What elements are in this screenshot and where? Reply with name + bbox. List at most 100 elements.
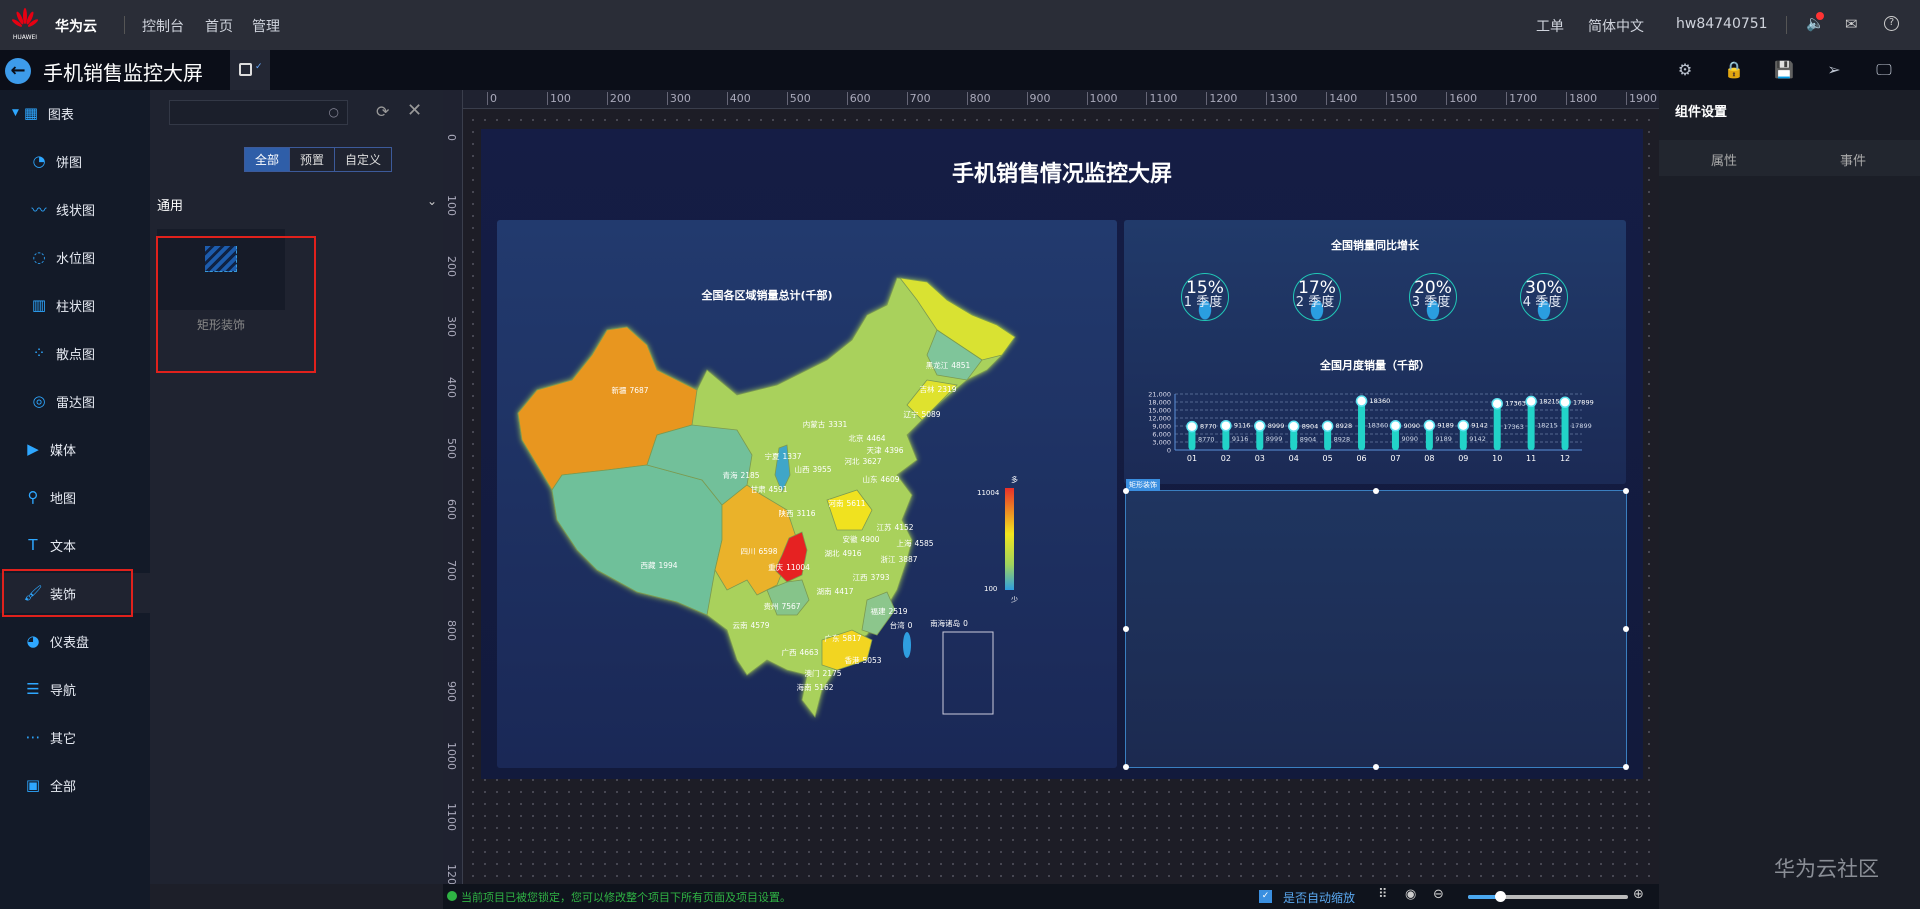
china-map[interactable]: 新疆 7687 西藏 1994 青海 2185 甘肃 4591 宁夏 1337 内蒙古 3331 黑龙江… [497, 220, 1117, 768]
sidebar-item-5[interactable]: ⁘ 散点图 [0, 333, 150, 373]
component-card-rect-decoration[interactable]: 矩形装饰 [157, 229, 285, 349]
map-region-guizhou[interactable] [766, 579, 810, 616]
tab-all[interactable]: 全部 [245, 148, 290, 171]
language-select[interactable]: 简体中文 [1588, 19, 1644, 35]
nav-manage[interactable]: 管理 [252, 19, 280, 35]
sidebar-item-8[interactable]: ⚲ 地图 [0, 477, 150, 517]
sidebar-item-0[interactable]: ▼ ▦ 图表 [0, 93, 150, 133]
page-switcher[interactable]: ✓ [230, 50, 270, 90]
bar[interactable] [1459, 425, 1467, 450]
horizontal-ruler[interactable]: 0 100 200 300 400 500 600 700 800 900 1000 1100 1200… [463, 90, 1659, 109]
resize-handle[interactable] [1123, 626, 1129, 632]
eye-icon[interactable]: ◉ [1405, 887, 1417, 902]
sales-chart-panel[interactable]: 全国销量同比增长 15% 1 季度 17% 2 季度 20% 3 季度 30% 4 季度 全国… [1124, 220, 1626, 484]
map-region-chongqing[interactable] [774, 531, 808, 583]
logo-text: HUAWEI [12, 34, 38, 41]
resize-handle[interactable] [1623, 488, 1629, 494]
sidebar-item-6[interactable]: ◎ 雷达图 [0, 381, 150, 421]
info-icon [447, 891, 457, 901]
bar[interactable] [1493, 403, 1501, 450]
notification-icon[interactable]: 🔈 [1806, 12, 1825, 32]
sidebar-item-14[interactable]: ▣ 全部 [0, 765, 150, 805]
chevron-down-icon[interactable]: ⌄ [427, 194, 438, 208]
growth-gauge[interactable]: 15% 1 季度 [1181, 273, 1229, 321]
refresh-icon[interactable]: ⟳ [376, 102, 390, 121]
growth-gauge[interactable]: 20% 3 季度 [1409, 273, 1457, 321]
region-value: 3627 [862, 457, 881, 466]
sidebar-item-3[interactable]: ◌ 水位图 [0, 237, 150, 277]
sidebar-item-11[interactable]: ◕ 仪表盘 [0, 621, 150, 661]
bar[interactable] [1561, 402, 1569, 450]
bar[interactable] [1188, 426, 1196, 450]
sidebar-item-2[interactable]: 〰线状图 [0, 189, 150, 229]
bar[interactable] [1290, 426, 1298, 450]
tab-properties[interactable]: 属性 [1711, 154, 1738, 169]
zoom-slider-thumb[interactable] [1495, 891, 1506, 902]
tab-events[interactable]: 事件 [1840, 154, 1867, 169]
huawei-logo[interactable]: HUAWEI [11, 8, 39, 41]
map-region-ningxia[interactable] [774, 444, 791, 493]
component-category-sidebar: ▼ ▦ 图表 ◔ 饼图〰线状图 ◌ 水位图 ▥ 柱状图 ⁘ 散点图 ◎ 雷达图 ▶ 媒体 ⚲ 地图 T 文本 🖌 装饰 ◕… [0, 90, 150, 909]
mail-icon[interactable]: ✉ [1845, 15, 1858, 33]
settings-icon[interactable]: ⚙ [1677, 60, 1693, 79]
map-region-guangdong[interactable] [821, 629, 873, 671]
visual-map-legend-bar[interactable] [1005, 488, 1014, 590]
sidebar-item-10[interactable]: 🖌 装饰 [0, 573, 150, 613]
map-region-tibet[interactable] [551, 464, 723, 616]
resize-handle[interactable] [1123, 488, 1129, 494]
sidebar-item-12[interactable]: ☰ 导航 [0, 669, 150, 709]
close-icon[interactable]: ✕ [407, 100, 423, 121]
zoom-slider[interactable] [1468, 891, 1628, 902]
sidebar-item-9[interactable]: T 文本 [0, 525, 150, 565]
resize-handle[interactable] [1373, 488, 1379, 494]
preview-icon[interactable]: 🖵 [1876, 60, 1892, 79]
publish-icon[interactable]: ➢ [1827, 60, 1841, 79]
map-region-fujian[interactable] [861, 591, 896, 636]
text-icon: T [28, 536, 38, 554]
top-bar: HUAWEI 华为云 控制台 首页 管理 工单 简体中文 hw84740751 … [0, 0, 1920, 50]
sidebar-item-1[interactable]: ◔ 饼图 [0, 141, 150, 181]
user-account[interactable]: hw84740751 [1676, 16, 1768, 32]
help-icon[interactable]: ? [1884, 16, 1899, 31]
map-region-taiwan[interactable] [903, 632, 911, 658]
map-region-jilin[interactable] [926, 329, 983, 381]
bar[interactable] [1425, 425, 1433, 450]
resize-handle[interactable] [1623, 764, 1629, 770]
map-panel[interactable]: 新疆 7687 西藏 1994 青海 2185 甘肃 4591 宁夏 1337 内蒙古 3331 黑龙江… [497, 220, 1117, 768]
zoom-out-icon[interactable]: ⊖ [1433, 887, 1444, 902]
search-input[interactable]: ○ [169, 100, 348, 125]
auto-zoom-checkbox[interactable]: ✓ [1259, 890, 1272, 903]
tab-custom[interactable]: 自定义 [334, 148, 391, 171]
sidebar-item-4[interactable]: ▥ 柱状图 [0, 285, 150, 325]
resize-handle[interactable] [1373, 764, 1379, 770]
growth-gauge[interactable]: 30% 4 季度 [1520, 273, 1568, 321]
sidebar-item-7[interactable]: ▶ 媒体 [0, 429, 150, 469]
monthly-sales-chart[interactable]: 03,0006,0009,00012,00015,00018,00021,000… [1124, 220, 1626, 484]
bar[interactable] [1222, 425, 1230, 450]
nav-ticket[interactable]: 工单 [1536, 19, 1564, 35]
resize-handle[interactable] [1123, 764, 1129, 770]
bar[interactable] [1358, 401, 1366, 450]
map-pin-icon: ⚲ [27, 488, 39, 506]
resize-handle[interactable] [1623, 626, 1629, 632]
grid-icon[interactable]: ⠿ [1378, 887, 1388, 902]
vertical-ruler[interactable]: 0 100 200 300 400 500 600 700 800 900 1000 1100 1200 [443, 90, 463, 892]
bar[interactable] [1256, 426, 1264, 450]
map-region-henan[interactable] [826, 489, 873, 531]
lock-icon[interactable]: 🔒 [1724, 60, 1744, 79]
selected-rect-decoration[interactable]: 矩形装饰 [1123, 479, 1629, 770]
map-region-qinghai[interactable] [646, 424, 753, 506]
zoom-in-icon[interactable]: ⊕ [1633, 887, 1644, 902]
bar[interactable] [1324, 426, 1332, 450]
nav-console[interactable]: 控制台 [142, 19, 184, 35]
back-button[interactable]: ← [5, 58, 31, 84]
tab-preset[interactable]: 预置 [289, 148, 334, 171]
nav-home[interactable]: 首页 [205, 19, 233, 35]
sidebar-item-13[interactable]: ⋯ 其它 [0, 717, 150, 757]
save-icon[interactable]: 💾 [1774, 60, 1794, 79]
bar[interactable] [1527, 401, 1535, 450]
brand-name[interactable]: 华为云 [55, 19, 97, 35]
bar[interactable] [1391, 425, 1399, 450]
growth-gauge[interactable]: 17% 2 季度 [1293, 273, 1341, 321]
map-region-liaoning[interactable] [906, 379, 958, 421]
